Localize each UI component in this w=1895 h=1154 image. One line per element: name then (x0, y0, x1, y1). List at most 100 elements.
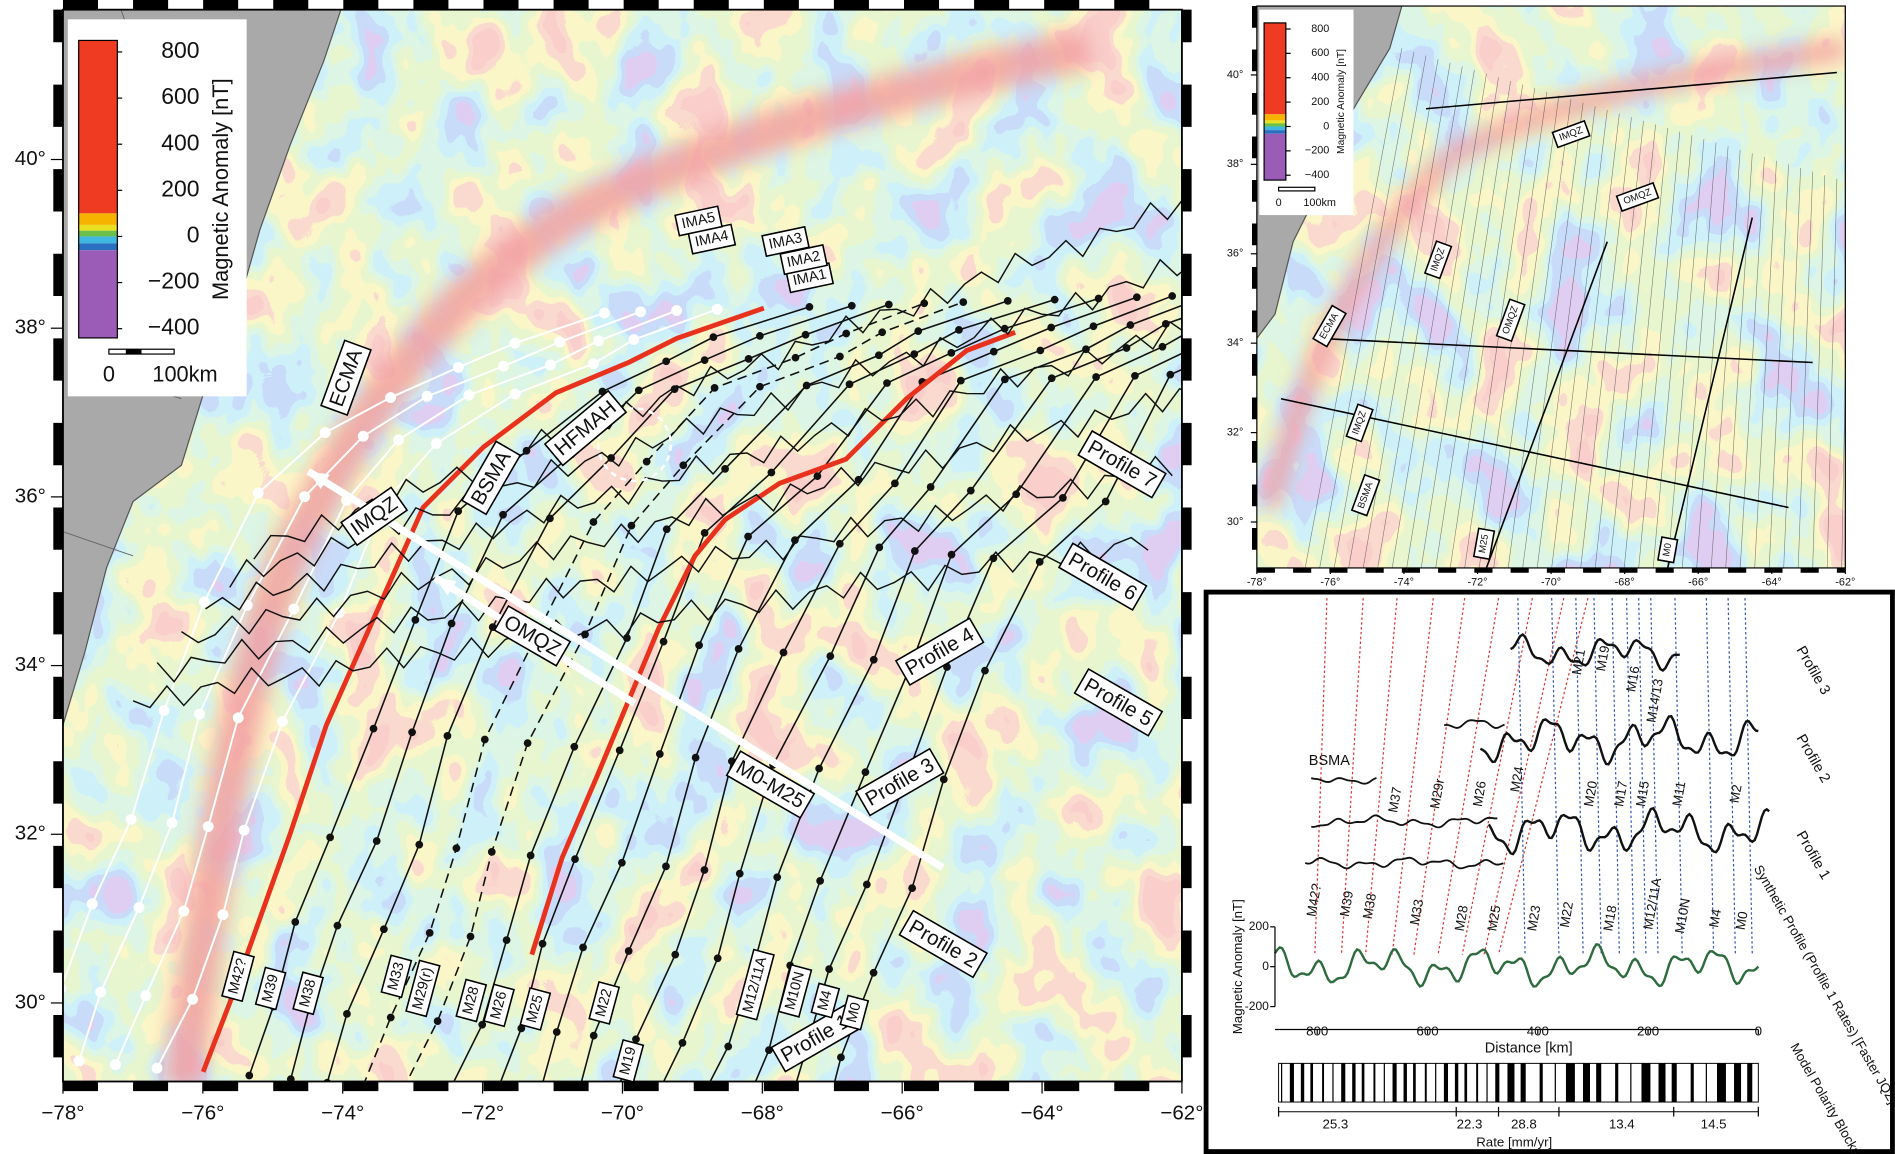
lat-tick-label: 40° (1227, 69, 1243, 81)
pick-dot (1050, 295, 1059, 304)
panel-frame (1203, 589, 1895, 1154)
inset-label: M25 (1477, 534, 1491, 554)
track-line (1406, 73, 1487, 568)
pick-dot (734, 645, 743, 653)
label-box (810, 982, 841, 1019)
label-box (894, 617, 985, 686)
polarity-block (1413, 1063, 1416, 1103)
colorbar-frame (1263, 22, 1287, 181)
pick-dot (333, 607, 345, 619)
ima-label: IMA4 (694, 228, 730, 251)
pick-dot (695, 641, 703, 650)
pick-dot (826, 652, 835, 661)
pick-dot (662, 862, 670, 871)
track-line (1493, 95, 1560, 568)
label-box (483, 983, 515, 1028)
pick-dot (357, 430, 369, 442)
label-box (761, 225, 810, 258)
label-box (898, 909, 989, 979)
correlation-line (1626, 598, 1635, 955)
pick-dot (517, 1024, 526, 1033)
pick-dot (447, 619, 456, 628)
pick-dot (478, 1020, 487, 1029)
track-line (1449, 84, 1523, 568)
m25-line (529, 330, 1017, 956)
profile-trace (1487, 806, 1770, 856)
pick-dot (700, 866, 709, 874)
track-line (1667, 138, 1705, 568)
pick-dot (202, 821, 214, 832)
track-line (1797, 171, 1813, 568)
lon-tick-label: −74° (321, 1102, 364, 1125)
pick-dot (452, 361, 464, 373)
pick-dot (1058, 493, 1067, 502)
profile-track (1485, 241, 1609, 568)
lon-tick-label: −62° (1160, 1102, 1203, 1125)
pick-dot (1012, 490, 1021, 499)
pick-dot (1003, 297, 1012, 305)
pick-dot (570, 742, 579, 751)
polarity-block (1658, 1063, 1666, 1103)
pick-dot (861, 768, 870, 777)
profile-track (1425, 71, 1837, 110)
isochron-line (156, 308, 718, 1069)
lat-tick-label: 34° (1227, 337, 1243, 349)
ecma-band (161, 28, 1092, 1082)
pick-dot (765, 1046, 773, 1054)
colorbar-band (78, 230, 118, 237)
lon-tick-label: −76° (181, 1102, 224, 1125)
pick-dot (399, 1086, 407, 1094)
track-line (1333, 55, 1427, 568)
label-box (725, 750, 816, 819)
lon-tick-label: -62° (1835, 576, 1855, 588)
correlation-line (1650, 598, 1659, 955)
lat-tick-label: 32° (15, 822, 46, 845)
x-tick-label: 400 (1527, 1023, 1549, 1038)
y-tick-label: 0 (1262, 959, 1269, 973)
pick-dot (1035, 558, 1044, 566)
isochron-line (62, 312, 605, 986)
pick-dot (966, 486, 975, 495)
correlation-line (1674, 598, 1683, 955)
pick-dot (679, 461, 688, 470)
pick-dot (645, 1108, 653, 1116)
pick-dot (589, 1031, 598, 1040)
pick-dot (835, 539, 844, 548)
track-line (1871, 190, 1873, 568)
polarity-block (1641, 1063, 1651, 1103)
track-line (1507, 99, 1572, 568)
polarity-block (1352, 1063, 1356, 1103)
polarity-block (1582, 1063, 1590, 1103)
anomaly-label: M42? (1304, 882, 1325, 917)
isochron-line (326, 303, 890, 1082)
label-box (1345, 403, 1374, 443)
pick-dot (140, 990, 152, 1002)
pick-dot (662, 357, 671, 366)
pick-dot (187, 993, 198, 1005)
pick-dot (433, 1017, 442, 1025)
label-box (612, 1038, 645, 1083)
pick-dot (466, 932, 475, 941)
pick-dot (1126, 321, 1135, 329)
track-line (1580, 117, 1632, 568)
label-box (493, 604, 572, 667)
pick-dot (572, 1101, 580, 1109)
polarity-block (1476, 1063, 1479, 1103)
isochron-line (499, 298, 1055, 1082)
pick-dot (408, 728, 416, 737)
pick-dot (73, 1055, 85, 1067)
rate-label: 14.5 (1701, 1117, 1727, 1132)
pick-dot (1206, 291, 1214, 299)
colorbar-title: Magnetic Anomaly [nT] (1336, 49, 1347, 154)
pick-dot (815, 764, 823, 773)
pick-dot (552, 1028, 561, 1036)
pick-dot (319, 427, 331, 439)
pick-dot (62, 983, 67, 994)
pick-dot (825, 965, 833, 973)
profile-track (229, 258, 1182, 588)
polarity-frame (1278, 1062, 1759, 1103)
correlation-line (1638, 598, 1647, 955)
pick-dot (670, 385, 679, 393)
pick-dot (981, 666, 989, 675)
scale-bar (108, 348, 175, 355)
